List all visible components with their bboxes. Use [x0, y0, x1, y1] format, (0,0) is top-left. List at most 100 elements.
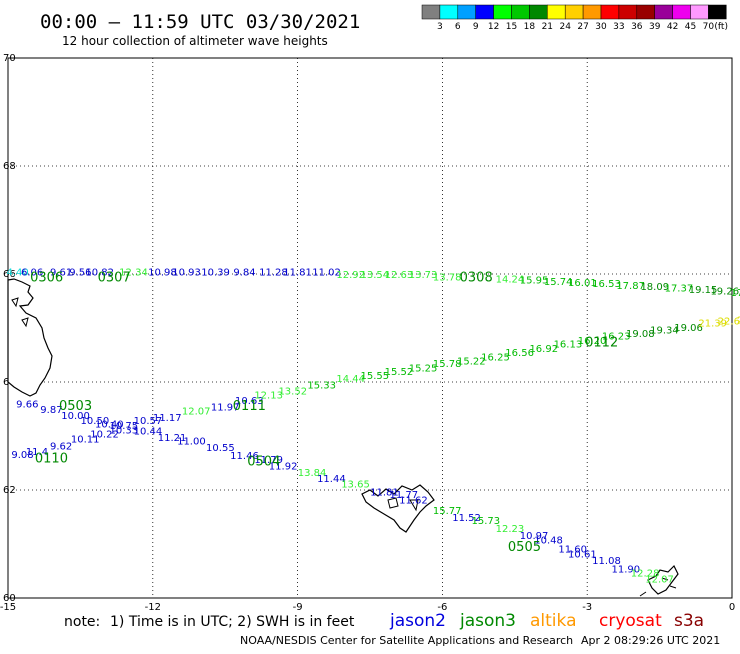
colorbar-label: 45: [685, 22, 696, 32]
note-prefix: note:: [64, 614, 100, 630]
swh-value: 13.84: [298, 468, 327, 479]
swh-value: 12.63: [385, 270, 414, 281]
swh-value: 12.92: [336, 270, 365, 281]
swh-value: 13.65: [341, 480, 370, 491]
swh-value: 11.17: [153, 413, 182, 424]
colorbar-label: 30: [595, 22, 607, 32]
swh-value: 12.13: [254, 390, 283, 401]
swh-value: 10.11: [71, 435, 100, 446]
legend-s3a: s3a: [674, 611, 704, 631]
swh-value: 13.54: [361, 270, 390, 281]
swh-value: 19.26: [710, 287, 739, 298]
swh-value: 12.28: [631, 569, 660, 580]
swh-value: 22.39: [737, 315, 740, 326]
swh-value: 19.34: [650, 326, 679, 337]
y-tick-label: 68: [3, 161, 16, 172]
colorbar-swatch: [672, 4, 691, 20]
swh-value: 10.39: [201, 267, 230, 278]
swh-value: 15.73: [472, 516, 501, 527]
plot-frame: [7, 57, 733, 599]
swh-value: 11.08: [592, 556, 621, 567]
swh-value: 9.87: [40, 405, 62, 416]
swh-value: 19.06: [674, 323, 703, 334]
time-label: 0111: [233, 399, 266, 414]
swh-value: 16.13: [554, 340, 583, 351]
footer-timestamp: Apr 2 08:29:26 UTC 2021: [581, 634, 720, 647]
swh-value: 11.02: [312, 267, 341, 278]
colorbar-label: 27: [577, 22, 588, 32]
footer-credit: NOAA/NESDIS Center for Satellite Applica…: [240, 634, 573, 647]
page-title: 00:00 – 11:59 UTC 03/30/2021: [40, 11, 360, 33]
colorbar-swatch: [564, 4, 584, 20]
swh-value: 9.62: [50, 442, 72, 453]
legend-altika: altika: [530, 611, 577, 631]
swh-value: 11.60: [558, 544, 587, 555]
swh-value: 16.01: [568, 278, 597, 289]
swh-value: 13.52: [278, 387, 307, 398]
swh-value: 10.22: [90, 429, 119, 440]
swh-value: 17.37: [665, 284, 694, 295]
swh-value: 15.33: [307, 381, 336, 392]
swh-value: 15.25: [409, 363, 438, 374]
swh-value: 10.48: [534, 536, 563, 547]
swh-value: 14.24: [496, 274, 525, 285]
swh-value: 13.78: [433, 273, 462, 284]
swh-value: 12.34: [119, 267, 148, 278]
swh-value: 11.97: [211, 402, 240, 413]
swh-value: 19.15: [689, 285, 718, 296]
swh-value: 15.52: [385, 367, 414, 378]
y-tick-label: 66: [3, 269, 16, 280]
colorbar-label: 12: [488, 22, 499, 32]
page-subtitle: 12 hour collection of altimeter wave hei…: [62, 34, 328, 48]
swh-value: 9.61: [50, 267, 72, 278]
swh-value: 4.40: [7, 267, 29, 278]
colorbar-legend: 3 6 9 12 15 18 21 24 27 30 33 36 39 42 45 70 (ft): [421, 4, 728, 32]
colorbar-swatch: [421, 4, 441, 20]
colorbar-swatch: [493, 4, 512, 20]
y-tick-label: 62: [3, 485, 16, 496]
swh-value: 11.62: [399, 496, 428, 507]
legend-jason3: jason3: [459, 611, 516, 631]
swh-value: 10.50: [81, 416, 110, 427]
time-label: 0306: [30, 271, 63, 286]
swh-value: 11.79: [254, 455, 283, 466]
swh-value: 9.56: [69, 267, 91, 278]
swh-value: 10.55: [206, 443, 235, 454]
colorbar-label: 6: [455, 22, 461, 32]
swh-value: 16.92: [529, 344, 558, 355]
time-labels: 0306 0307 0308 0112 0503 0111 0110 0504 0505: [30, 271, 618, 555]
swh-value: 16.56: [505, 348, 534, 359]
x-tick-label: -15: [0, 602, 16, 613]
x-tick-label: -9: [293, 602, 303, 613]
colorbar-label: 18: [524, 22, 536, 32]
swh-value: 9.84: [233, 267, 255, 278]
swh-value: 10.82: [85, 267, 114, 278]
colorbar-swatch: [654, 4, 673, 20]
swh-value: 15.77: [433, 506, 462, 517]
y-tick-label: 60: [3, 593, 16, 604]
time-label: 0503: [59, 399, 92, 414]
swh-value: 17.87: [616, 281, 645, 292]
colorbar-swatch: [439, 4, 459, 20]
x-tick-label: -12: [145, 602, 161, 613]
colorbar-swatch: [529, 4, 548, 20]
time-label: 0110: [35, 452, 68, 467]
swh-value: 11.81: [370, 488, 399, 499]
swh-value: 11.52: [452, 513, 481, 524]
swh-value: 19.08: [626, 329, 655, 340]
swh-value: 17: [730, 288, 740, 299]
swh-value: 16.20: [578, 336, 607, 347]
swh-value: 10.61: [568, 550, 597, 561]
colorbar-label: 36: [631, 22, 643, 32]
colorbar-swatch: [708, 4, 727, 20]
time-label: 0112: [585, 336, 618, 351]
swh-value: 13.73: [409, 270, 438, 281]
swh-value: 15.22: [457, 356, 486, 367]
swh-value: 10.33: [110, 426, 139, 437]
swh-value: 11.92: [269, 462, 298, 473]
colorbar-swatch: [475, 4, 494, 20]
swh-value: 10.98: [148, 267, 177, 278]
colorbar-swatch: [690, 4, 709, 20]
